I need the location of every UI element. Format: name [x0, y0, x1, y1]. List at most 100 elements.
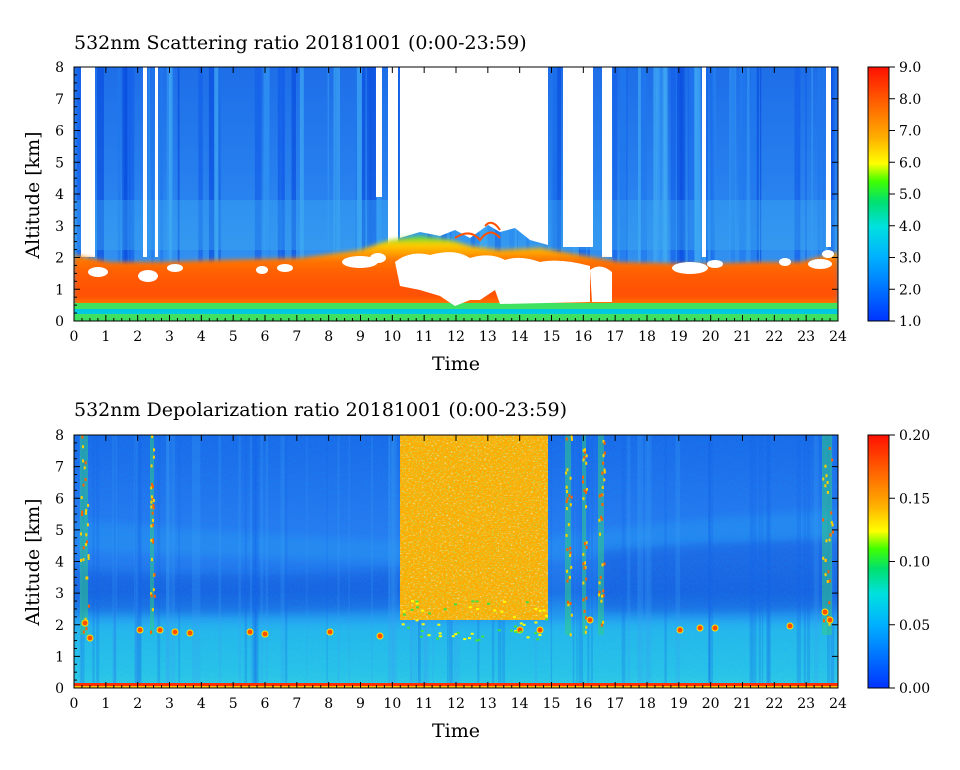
- bottom-noise-speck: [582, 552, 585, 556]
- bottom-noise-speck: [565, 437, 568, 441]
- bottom-noise-speck: [85, 540, 88, 544]
- bottom-x-tick-label: 1: [101, 696, 110, 712]
- bottom-x-tick-label: 11: [415, 696, 433, 712]
- bottom-x-tick-label: 6: [261, 696, 270, 712]
- top-streak: [281, 67, 285, 267]
- bottom-noise-speck: [87, 604, 90, 608]
- top-colorbar-tick-label: 1.0: [899, 314, 921, 330]
- top-x-tick-label: 9: [356, 329, 365, 345]
- bottom-noise-speck: [81, 459, 84, 463]
- bottom-noise-speck: [86, 523, 89, 527]
- bottom-noise-speck: [569, 546, 572, 550]
- bottom-hot-dot: [136, 626, 144, 634]
- bottom-x-tick-label: 10: [383, 696, 401, 712]
- bottom-noise-speck: [828, 579, 831, 583]
- bottom-noise-speck: [828, 446, 831, 450]
- top-streak: [640, 67, 647, 267]
- top-streak: [663, 67, 668, 267]
- top-x-tick-label: 2: [133, 329, 142, 345]
- bottom-noise-speck: [602, 454, 605, 458]
- bottom-noise-speck: [565, 485, 568, 489]
- bottom-transition-speck: [509, 629, 513, 632]
- bottom-noise-speck: [585, 505, 588, 509]
- bottom-noise-speck: [598, 590, 601, 594]
- top-x-tick-label: 12: [447, 329, 465, 345]
- bottom-noise-speck: [822, 556, 825, 560]
- bottom-noise-speck: [150, 524, 153, 528]
- bottom-noise-speck: [80, 558, 83, 562]
- bottom-noise-speck: [830, 511, 833, 515]
- bottom-noise-speck: [568, 575, 571, 579]
- top-streak: [367, 67, 372, 267]
- bottom-noise-speck: [565, 471, 568, 475]
- bottom-transition-speck: [415, 602, 419, 605]
- bottom-transition-speck: [421, 609, 425, 612]
- top-streak: [831, 67, 835, 267]
- bottom-noise-speck: [826, 480, 829, 484]
- top-x-tick-label: 21: [734, 329, 752, 345]
- bottom-noise-speck: [823, 619, 826, 623]
- bottom-noise-speck: [151, 558, 154, 562]
- top-streak: [550, 67, 558, 267]
- bottom-transition-speck: [463, 638, 467, 641]
- bottom-transition-speck: [415, 606, 419, 609]
- bottom-noise-speck: [582, 562, 585, 566]
- bottom-transition-speck: [534, 621, 538, 624]
- bottom-noise-speck: [602, 620, 605, 624]
- bottom-y-tick-label: 0: [55, 681, 64, 697]
- bottom-transition-speck: [512, 616, 516, 619]
- top-streak: [670, 67, 676, 267]
- bottom-noise-speck: [84, 461, 87, 465]
- top-streak: [821, 67, 825, 267]
- bottom-noise-speck: [599, 532, 602, 536]
- bottom-hot-dot: [586, 616, 594, 624]
- bottom-transition-speck: [456, 631, 460, 634]
- bottom-noise-speck: [153, 594, 156, 598]
- bottom-noise-speck: [80, 513, 83, 517]
- top-x-tick-label: 5: [229, 329, 238, 345]
- top-streak: [677, 67, 684, 267]
- top-y-tick-label: 4: [55, 187, 64, 203]
- bottom-noise-speck: [830, 520, 833, 524]
- bottom-noise-speck: [152, 506, 155, 510]
- bottom-noise-speck: [828, 622, 831, 626]
- top-streak: [805, 67, 807, 267]
- bottom-y-tick-label: 2: [55, 618, 64, 634]
- bottom-noise-speck: [150, 483, 153, 487]
- top-y-axis: 0 1 2 3 4 5 6 7 8: [55, 60, 838, 330]
- top-streak: [126, 67, 131, 267]
- bottom-colorbar-tick-label: 0.10: [899, 555, 930, 571]
- bottom-noise-speck: [153, 448, 156, 452]
- bottom-noise-speck: [152, 588, 155, 592]
- bottom-noise-speck: [84, 478, 87, 482]
- bottom-colorbar: [867, 434, 890, 689]
- bottom-noise-speck: [598, 581, 601, 585]
- bottom-noise-speck: [81, 510, 84, 514]
- bottom-noise-speck: [584, 565, 587, 569]
- bottom-noise-speck: [81, 435, 84, 439]
- top-colorbar-tick-label: 8.0: [899, 92, 921, 108]
- top-streak: [711, 67, 716, 267]
- bottom-noisy-column: [565, 435, 571, 635]
- bottom-noise-speck: [150, 500, 153, 504]
- top-streak: [361, 67, 366, 267]
- top-streak: [556, 67, 562, 267]
- bottom-noise-speck: [567, 603, 570, 607]
- bottom-transition-speck: [536, 638, 540, 641]
- bottom-noise-speck: [565, 533, 568, 537]
- bottom-noise-speck: [87, 556, 90, 560]
- top-streak: [357, 67, 362, 267]
- bottom-noisy-column: [80, 435, 88, 635]
- bottom-transition-speck: [415, 619, 419, 622]
- bottom-noise-speck: [601, 503, 604, 507]
- top-streak: [263, 67, 270, 267]
- bottom-transition-speck: [514, 631, 518, 634]
- bottom-noise-speck: [569, 633, 572, 637]
- top-y-tick-label: 3: [55, 219, 64, 235]
- bottom-noise-speck: [825, 539, 828, 543]
- bottom-hot-dot: [81, 619, 89, 627]
- top-streak: [750, 67, 757, 267]
- bottom-hot-dot: [821, 608, 829, 616]
- bottom-noise-speck: [601, 517, 604, 521]
- top-y-tick-label: 8: [55, 60, 64, 76]
